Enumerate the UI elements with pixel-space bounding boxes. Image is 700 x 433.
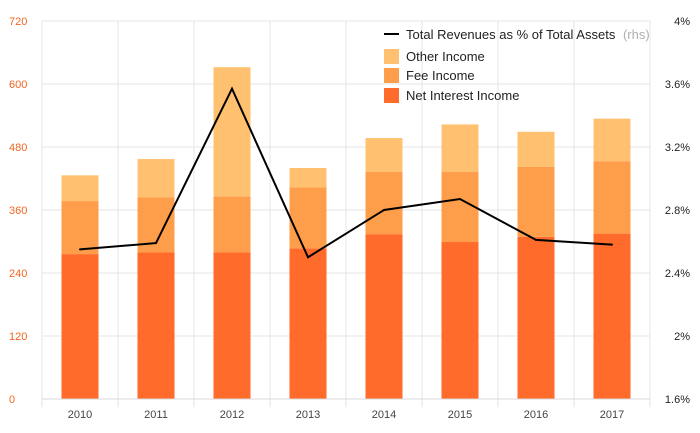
bars [61, 67, 631, 399]
x-tick-label: 2012 [220, 409, 244, 421]
gridlines [41, 20, 651, 407]
y-right-tick-label: 2.8% [665, 205, 690, 217]
legend: Total Revenues as % of Total Assets (rhs… [384, 27, 650, 103]
bar-segment [593, 233, 631, 399]
legend-line-label: Total Revenues as % of Total Assets (rhs… [406, 27, 650, 42]
x-tick-label: 2015 [448, 409, 472, 421]
bar-segment [289, 168, 327, 188]
bar-segment [517, 166, 555, 237]
bar-segment [61, 254, 99, 399]
bar-segment [441, 242, 479, 399]
bar-segment [61, 201, 99, 255]
bar-segment [517, 131, 555, 167]
line-point [383, 209, 385, 211]
y-left-tick-label: 0 [9, 394, 15, 406]
line-point [79, 248, 81, 251]
line-point [155, 242, 157, 245]
axes: 0 120 240 360 480 600 720 1.6% 2% 2.4% 2.8% 3.2% 3.6… [9, 16, 690, 421]
bar-segment [213, 196, 251, 253]
y-left-tick-label: 360 [9, 205, 27, 217]
y-left-tick-label: 120 [9, 331, 27, 343]
y-right-tick-label: 4% [674, 16, 690, 28]
line-point [611, 243, 613, 246]
y-right-tick-label: 2.4% [665, 268, 690, 280]
bar-segment [593, 161, 631, 234]
bar-segment [213, 252, 251, 399]
legend-other-label: Other Income [406, 49, 485, 64]
bar-segment [365, 138, 403, 172]
bar-segment [137, 159, 175, 198]
legend-nii-swatch [384, 88, 399, 103]
legend-fee-label: Fee Income [406, 68, 475, 83]
bar-segment [137, 252, 175, 399]
legend-fee-swatch [384, 68, 399, 83]
y-right-tick-label: 2% [674, 331, 690, 343]
bar-segment [365, 171, 403, 235]
x-tick-label: 2017 [600, 409, 624, 421]
bar-segment [289, 187, 327, 249]
bar-segment [517, 236, 555, 399]
revenue-line [79, 86, 613, 259]
y-right-tick-label: 1.6% [665, 394, 690, 406]
x-tick-label: 2016 [524, 409, 548, 421]
line-point [231, 87, 233, 90]
bar-segment [365, 234, 403, 399]
bar-segment [61, 175, 99, 202]
x-tick-label: 2011 [144, 409, 168, 421]
y-left-tick-label: 600 [9, 79, 27, 91]
y-left-tick-label: 240 [9, 268, 27, 280]
y-left-tick-label: 720 [9, 16, 27, 28]
bar-segment [593, 118, 631, 162]
legend-nii-label: Net Interest Income [406, 88, 519, 103]
bar-segment [441, 124, 479, 172]
bar-segment [441, 171, 479, 243]
line-point [459, 197, 461, 200]
x-tick-label: 2013 [296, 409, 320, 421]
y-right-tick-label: 3.6% [665, 79, 690, 91]
y-right-tick-label: 3.2% [665, 142, 690, 154]
x-tick-label: 2014 [372, 409, 396, 421]
x-tick-label: 2010 [68, 409, 92, 421]
bar-segment [289, 248, 327, 399]
legend-other-swatch [384, 49, 399, 64]
y-left-tick-label: 480 [9, 142, 27, 154]
line-point [535, 238, 537, 241]
line-point [307, 256, 309, 259]
revenue-line-path [79, 86, 613, 259]
